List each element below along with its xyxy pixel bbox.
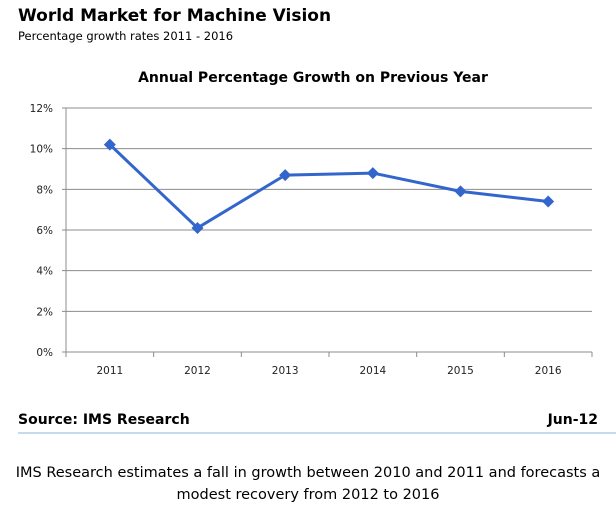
chart-title: Annual Percentage Growth on Previous Yea…: [138, 70, 488, 86]
y-tick-label: 6%: [36, 225, 53, 237]
data-point: [103, 138, 116, 151]
y-tick-label: 8%: [36, 184, 53, 196]
data-point: [366, 167, 379, 180]
date-label: Jun-12: [547, 412, 598, 428]
x-tick-label: 2016: [535, 365, 562, 377]
page-title: World Market for Machine Vision: [18, 6, 332, 26]
x-tick-label: 2013: [272, 365, 299, 377]
x-tick-label: 2011: [96, 365, 123, 377]
source-label: Source: IMS Research: [18, 412, 190, 428]
x-tick-label: 2014: [359, 365, 386, 377]
divider: [18, 432, 616, 434]
data-point: [542, 195, 555, 208]
y-tick-label: 12%: [30, 103, 53, 115]
y-tick-label: 4%: [36, 266, 53, 278]
x-tick-label: 2015: [447, 365, 474, 377]
footnote: IMS Research estimates a fall in growth …: [15, 465, 601, 503]
line-chart: Annual Percentage Growth on Previous Yea…: [30, 70, 593, 377]
series-line: [108, 143, 549, 230]
x-tick-label: 2012: [184, 365, 211, 377]
data-point: [454, 185, 467, 198]
y-tick-label: 0%: [36, 347, 53, 359]
y-tick-label: 2%: [36, 306, 53, 318]
y-tick-label: 10%: [30, 144, 53, 156]
page-subtitle: Percentage growth rates 2011 - 2016: [18, 29, 234, 43]
data-point: [191, 221, 204, 234]
data-point: [279, 169, 292, 182]
